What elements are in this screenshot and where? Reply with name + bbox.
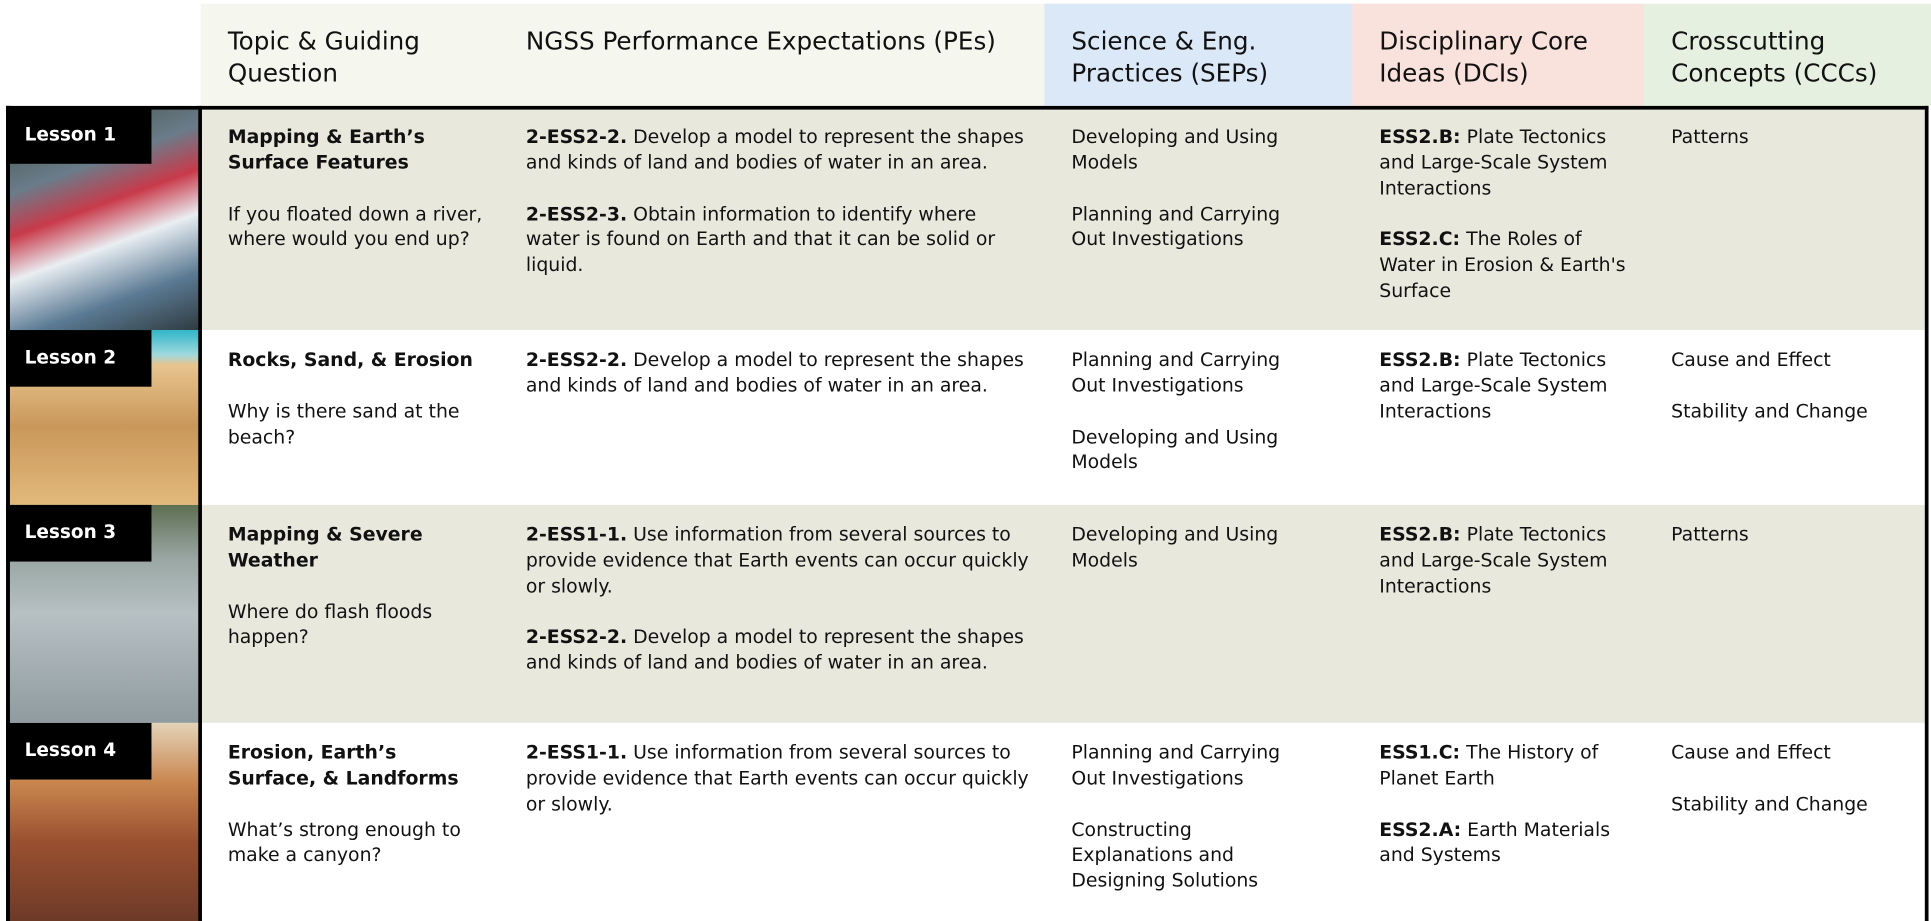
pe-code: 2-ESS2-2.	[525, 125, 628, 148]
sep-cell: Planning and Carrying Out Investigations…	[1044, 723, 1327, 920]
row-bg	[200, 722, 1929, 921]
lesson-label: Lesson 2	[6, 330, 152, 387]
pe-item: 2-ESS1-1. Use information from several s…	[526, 522, 1035, 599]
pe-text: Develop a model to represent the shapes …	[525, 125, 1024, 174]
dci-cell: ESS2.B: Plate Tectonics and Large-Scale …	[1352, 330, 1644, 450]
row-bg	[200, 330, 1929, 505]
pe-text: Use information from several sources to …	[525, 741, 1029, 815]
dci-code: ESS2.B:	[1379, 523, 1461, 546]
dci-text: Plate Tectonics and Large-Scale System I…	[1379, 523, 1608, 597]
dci-item: ESS2.C: The Roles of Water in Erosion & …	[1379, 227, 1634, 304]
ccc-item: Patterns	[1671, 125, 1749, 148]
sep-cell: Developing and Using Models Planning and …	[1044, 107, 1327, 278]
image-border	[6, 105, 202, 921]
pe-cell: 2-ESS1-1. Use information from several s…	[499, 723, 1045, 843]
pe-text: Develop a model to represent the shapes …	[525, 348, 1024, 397]
ccc-item: Stability and Change	[1671, 792, 1868, 816]
pe-code: 2-ESS1-1.	[525, 741, 628, 764]
ccc-item: Cause and Effect	[1671, 348, 1831, 371]
dci-text: The Roles of Water in Erosion & Earth's …	[1379, 228, 1626, 302]
pe-text: Use information from several sources to …	[525, 523, 1029, 597]
column-header: NGSS Performance Expectations (PEs)	[498, 3, 1045, 106]
sep-item: Planning and Carrying Out Investigations	[1071, 741, 1281, 790]
topic-cell: Mapping & Severe Weather Where do flash f…	[201, 505, 499, 676]
sep-cell: Planning and Carrying Out Investigations…	[1044, 330, 1327, 501]
topic-title: Erosion, Earth’s Surface, & Landforms	[227, 741, 459, 790]
column-header: Topic & Guiding Question	[200, 3, 499, 106]
pe-item: 2-ESS2-2. Develop a model to represent t…	[526, 347, 1035, 398]
ccc-item: Patterns	[1671, 523, 1749, 546]
guiding-question: What’s strong enough to make a canyon?	[227, 818, 461, 867]
table-border	[6, 105, 1929, 921]
dci-text: Plate Tectonics and Large-Scale System I…	[1379, 348, 1608, 422]
dci-code: ESS1.C:	[1379, 741, 1461, 764]
dci-cell: ESS2.B: Plate Tectonics and Large-Scale …	[1352, 505, 1644, 625]
lesson-label: Lesson 1	[6, 107, 152, 164]
pe-code: 2-ESS2-2.	[525, 348, 628, 371]
pe-text: Develop a model to represent the shapes …	[525, 626, 1024, 674]
pe-text: Obtain information to identify where wat…	[525, 202, 996, 277]
column-header: Disciplinary Core Ideas (DCIs)	[1352, 3, 1645, 106]
guiding-question: If you floated down a river, where would…	[227, 202, 483, 251]
ccc-cell: Patterns	[1644, 107, 1928, 176]
topic-cell: Erosion, Earth’s Surface, & Landforms Wha…	[201, 723, 499, 894]
topic-title: Rocks, Sand, & Erosion	[227, 348, 473, 371]
topic-title: Mapping & Earth’s Surface Features	[227, 125, 425, 174]
sep-item: Developing and Using Models	[1071, 425, 1279, 474]
dci-item: ESS2.B: Plate Tectonics and Large-Scale …	[1379, 522, 1634, 599]
pe-code: 2-ESS2-2.	[525, 626, 628, 649]
dci-code: ESS2.C:	[1379, 228, 1461, 251]
pe-item: 2-ESS2-2. Develop a model to represent t…	[526, 625, 1035, 676]
row-bg	[200, 504, 1929, 723]
topic-title: Mapping & Severe Weather	[227, 523, 423, 572]
sep-item: Developing and Using Models	[1071, 523, 1279, 572]
dci-item: ESS2.A: Earth Materials and Systems	[1379, 817, 1634, 868]
dci-item: ESS2.B: Plate Tectonics and Large-Scale …	[1379, 124, 1634, 201]
dci-code: ESS2.B:	[1379, 125, 1461, 148]
lesson-label: Lesson 3	[6, 504, 152, 562]
row-bg	[200, 107, 1929, 331]
pe-item: 2-ESS1-1. Use information from several s…	[526, 740, 1035, 817]
ccc-cell: Patterns	[1644, 505, 1928, 574]
ccc-cell: Cause and Effect Stability and Change	[1644, 330, 1928, 450]
dci-text: Plate Tectonics and Large-Scale System I…	[1379, 125, 1608, 200]
topic-cell: Rocks, Sand, & Erosion Why is there sand …	[201, 330, 499, 476]
pe-item: 2-ESS2-2. Develop a model to represent t…	[526, 124, 1035, 175]
dci-text: The History of Planet Earth	[1379, 741, 1599, 790]
sep-item: Planning and Carrying Out Investigations	[1071, 202, 1281, 251]
sep-cell: Developing and Using Models	[1044, 505, 1327, 599]
dci-item: ESS2.B: Plate Tectonics and Large-Scale …	[1379, 347, 1634, 424]
guiding-question: Where do flash floods happen?	[227, 600, 433, 649]
ccc-cell: Cause and Effect Stability and Change	[1644, 723, 1928, 843]
sep-item: Planning and Carrying Out Investigations	[1071, 348, 1281, 397]
column-header: Science & Eng. Practices (SEPs)	[1044, 3, 1353, 106]
lesson-label: Lesson 4	[6, 722, 152, 780]
pe-cell: 2-ESS2-2. Develop a model to represent t…	[499, 330, 1045, 424]
pe-code: 2-ESS1-1.	[525, 523, 628, 546]
pe-code: 2-ESS2-3.	[525, 202, 628, 225]
dci-code: ESS2.B:	[1379, 348, 1461, 371]
ccc-item: Cause and Effect	[1671, 741, 1831, 764]
dci-cell: ESS1.C: The History of Planet Earth ESS2.…	[1352, 723, 1644, 894]
column-header: Crosscutting Concepts (CCCs)	[1644, 3, 1931, 106]
dci-code: ESS2.A:	[1379, 818, 1462, 841]
pe-cell: 2-ESS1-1. Use information from several s…	[499, 505, 1045, 702]
ccc-item: Stability and Change	[1671, 399, 1868, 423]
sep-item: Constructing Explanations and Designing …	[1071, 818, 1259, 892]
guiding-question: Why is there sand at the beach?	[227, 399, 460, 448]
topic-cell: Mapping & Earth’s Surface Features If you…	[201, 107, 499, 278]
dci-item: ESS1.C: The History of Planet Earth	[1379, 740, 1634, 791]
pe-item: 2-ESS2-3. Obtain information to identify…	[526, 201, 1035, 278]
dci-cell: ESS2.B: Plate Tectonics and Large-Scale …	[1352, 107, 1644, 330]
sep-item: Developing and Using Models	[1071, 125, 1279, 174]
pe-cell: 2-ESS2-2. Develop a model to represent t…	[499, 107, 1045, 304]
dci-text: Earth Materials and Systems	[1379, 818, 1611, 867]
